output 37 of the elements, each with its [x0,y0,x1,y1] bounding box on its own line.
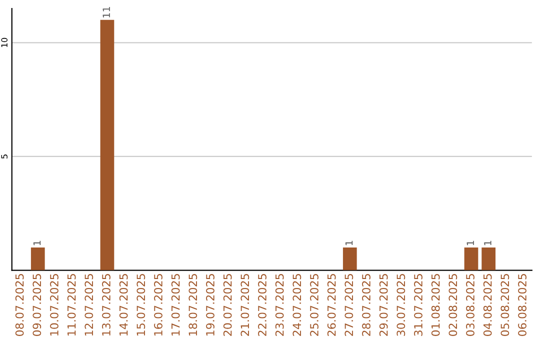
x-tick-label: 30.07.2025 [396,274,406,336]
y-tick-label: 10 [1,38,8,48]
x-tick-label: 13.07.2025 [102,274,110,336]
x-tick-label: 12.07.2025 [84,274,94,336]
x-tick-label: 05.08.2025 [500,274,510,336]
x-tick-label: 23.07.2025 [275,274,284,336]
x-tick-label: 18.07.2025 [188,274,198,336]
x-tick-label: 21.07.2025 [240,274,250,336]
x-tick-label: 15.07.2025 [136,274,146,336]
x-tick-label: 01.08.2025 [431,274,440,336]
data-label: 11 [102,7,110,18]
y-tick-label: 5 [1,154,8,158]
x-tick-label: 06.08.2025 [518,274,526,336]
x-tick-label: 29.07.2025 [379,274,388,336]
x-tick-label: 27.07.2025 [344,274,354,336]
x-tick-label: 26.07.2025 [327,274,336,336]
x-tick-label: 03.08.2025 [466,274,474,336]
x-tick-label: 08.07.2025 [15,274,24,336]
x-tick-label: 11.07.2025 [67,274,76,336]
x-tick-label: 25.07.2025 [310,274,318,336]
x-tick-label: 20.07.2025 [223,274,232,336]
x-tick-label: 28.07.2025 [362,274,370,336]
x-tick-label: 04.08.2025 [483,274,492,336]
x-tick-label: 10.07.2025 [50,274,58,336]
data-label: 1 [484,240,492,246]
x-tick-label: 24.07.2025 [292,274,302,336]
x-tick-label: 09.07.2025 [32,274,42,336]
x-tick-label: 02.08.2025 [448,274,458,336]
x-tick-label: 31.07.2025 [414,274,422,336]
x-tick-label: 16.07.2025 [154,274,162,336]
data-label: 1 [345,240,353,246]
data-label: 1 [33,240,41,246]
data-label: 1 [466,240,474,246]
x-tick-label: 17.07.2025 [171,274,180,336]
x-tick-label: 14.07.2025 [119,274,128,336]
x-tick-label: 22.07.2025 [258,274,266,336]
x-tick-label: 19.07.2025 [206,274,214,336]
